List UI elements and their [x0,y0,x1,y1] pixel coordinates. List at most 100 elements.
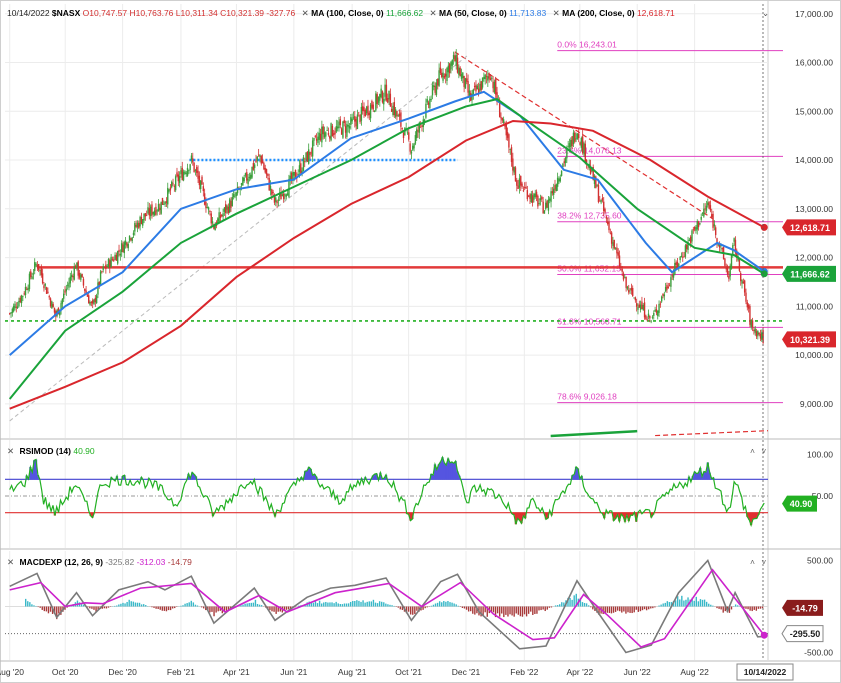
candle-body [309,151,311,156]
candle-body [261,160,264,164]
candle-body [27,287,29,291]
candle-body [322,126,324,135]
close-icon[interactable]: ✕ [7,557,15,567]
candle-body [475,84,477,92]
candle-body [136,222,139,228]
close-icon[interactable]: ✕ [552,8,560,18]
trendline-dashed-gray [9,54,469,422]
candle-body [244,173,247,176]
candle-body [463,76,465,87]
candle-body [707,202,709,206]
fibonacci-level-label: 0.0% 16,243.01 [557,40,617,50]
candle-body [318,132,320,140]
candle-body [91,300,94,304]
arrow-up-icon[interactable]: ˄ [750,557,755,567]
close-icon[interactable]: ✕ [7,446,15,456]
ma200-value: 12,618.71 [636,8,675,18]
macd-value-tag-label: -14.79 [792,603,818,613]
hist-value: -14.79 [167,557,192,567]
candle-body [605,216,608,219]
arrow-up-icon[interactable]: ˄ [750,446,755,456]
candle-body [728,275,730,279]
candle-body [153,210,156,216]
candle-body [684,245,687,257]
candle-body [74,266,77,269]
candle-body [363,107,365,112]
candle-body [255,160,257,163]
candle-body [317,136,319,143]
candle-body [417,130,419,132]
candle-body [689,236,692,243]
candle-body [15,306,17,308]
candle-body [726,266,729,275]
chevron-down-icon[interactable]: ⌄ [762,8,770,18]
candle-body [260,156,262,164]
arrow-down-icon[interactable]: ˅ [761,557,767,567]
candle-body [560,170,563,176]
candle-body [562,163,564,167]
candle-body [285,194,288,197]
candle-body [543,210,546,214]
candle-body [72,275,74,278]
candle-body [570,139,572,148]
candle-body [642,305,644,311]
moving-average-line [9,90,765,356]
candle-body [572,132,575,145]
candle-body [47,291,49,294]
candle-body [247,178,249,185]
candle-body [531,195,534,203]
candle-body [700,216,702,220]
candle-body [31,276,33,279]
candle-body [659,303,662,305]
candle-body [248,176,251,179]
header-high: H10,763.76 [129,8,174,18]
arrow-down-icon[interactable]: ˅ [761,446,767,456]
price-axis-tick-label: 12,000.00 [795,253,833,263]
candle-body [402,132,405,139]
candle-body [585,159,588,164]
candle-body [221,214,223,217]
candle-body [381,91,384,103]
candle-body [508,134,510,148]
close-icon[interactable]: ✕ [429,8,437,18]
candle-body [675,262,677,266]
candle-body [384,84,386,97]
candle-body [476,85,478,90]
candle-body [433,85,435,87]
candle-body [711,214,713,218]
macd-header: ✕ MACDEXP (12, 26, 9) -325.82 -312.03 -1… [7,557,192,568]
candle-body [430,99,432,101]
candle-body [348,125,351,129]
candle-body [131,237,133,242]
candle-body [649,316,651,319]
macd-signal-line [9,568,765,648]
price-axis-tick-label: 11,000.00 [796,301,833,311]
candle-body [568,143,571,148]
candle-body [554,185,556,190]
candle-body [680,255,683,258]
candle-body [609,232,612,234]
trendline-dashed-red [454,51,713,220]
candle-body [126,242,128,247]
candle-body [307,149,310,164]
candle-body [529,194,531,199]
candle-body [289,175,291,180]
candle-body [159,207,161,211]
candle-body [551,191,554,194]
candle-body [398,113,401,117]
candle-body [319,133,322,140]
price-tag [782,265,836,282]
macd-value-tag [782,599,823,616]
candle-body [198,175,201,186]
candle-body [518,178,521,188]
candle-body [392,105,394,115]
candle-body [406,132,409,134]
candle-body [696,221,698,230]
candle-body [672,273,675,278]
candle-body [339,119,342,126]
candle-body [114,254,116,260]
candle-body [663,294,666,297]
candle-body [488,73,490,79]
fibonacci-level-label: 38.2% 12,735.60 [557,211,622,221]
close-icon[interactable]: ✕ [301,8,309,18]
